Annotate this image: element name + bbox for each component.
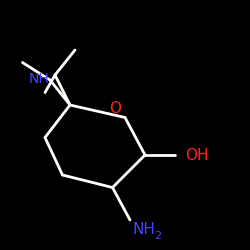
Text: 2: 2 xyxy=(154,231,161,241)
Text: OH: OH xyxy=(185,148,208,162)
Text: NH: NH xyxy=(132,222,156,238)
Text: NH: NH xyxy=(29,72,50,86)
Text: O: O xyxy=(109,101,121,116)
